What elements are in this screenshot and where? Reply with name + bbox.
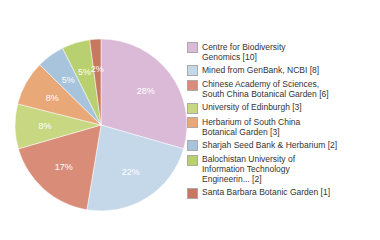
svg-text:8%: 8% — [46, 93, 59, 103]
svg-text:28%: 28% — [137, 86, 155, 96]
svg-text:8%: 8% — [39, 121, 52, 131]
html-text:University of Edinburgh [3]: University of Edinburgh [3] — [202, 102, 302, 112]
svg-text:2%: 2% — [91, 64, 104, 74]
html-text:Chinese Academy of Sciences, S: Chinese Academy of Sciences, South China… — [202, 79, 329, 99]
svg-text:5%: 5% — [62, 75, 75, 85]
html-text:Herbarium of South China Botan: Herbarium of South China Botanical Garde… — [202, 116, 301, 137]
svg-text:17%: 17% — [55, 162, 73, 172]
html-text:Mined from GenBank, NCBI [8]: Mined from GenBank, NCBI [8] — [202, 64, 320, 75]
html-text:Centre for Biodiversity Genomi: Centre for Biodiversity Genomics [10] — [202, 41, 286, 62]
svg-text:5%: 5% — [78, 67, 91, 77]
html-text:Sharjah Seed Bank & Herbarium: Sharjah Seed Bank & Herbarium [2] — [202, 139, 338, 150]
html-text:Balochistan University of Info: Balochistan University of Information Te… — [202, 154, 296, 184]
html-text:Santa Barbara Botanic Garden [: Santa Barbara Botanic Garden [1] — [202, 187, 331, 197]
svg-text:22%: 22% — [122, 167, 140, 177]
